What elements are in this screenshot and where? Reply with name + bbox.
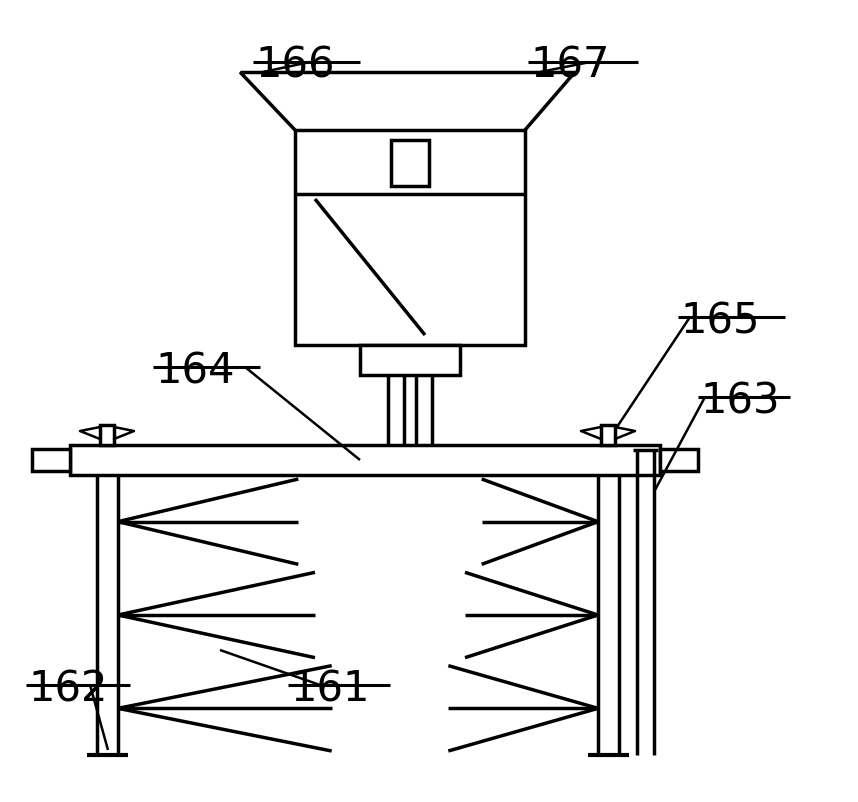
- Bar: [601, 425, 615, 445]
- Text: 166: 166: [255, 45, 335, 87]
- Bar: [100, 425, 114, 445]
- Bar: [391, 140, 429, 186]
- Text: 163: 163: [700, 380, 780, 422]
- Bar: [660, 449, 698, 471]
- Text: 164: 164: [155, 350, 234, 392]
- Text: 162: 162: [28, 668, 107, 710]
- Text: 165: 165: [680, 300, 759, 342]
- Bar: [70, 445, 660, 475]
- Bar: [32, 449, 70, 471]
- Text: 167: 167: [530, 45, 609, 87]
- Bar: [360, 345, 460, 375]
- Text: 161: 161: [290, 668, 370, 710]
- Bar: [295, 130, 525, 345]
